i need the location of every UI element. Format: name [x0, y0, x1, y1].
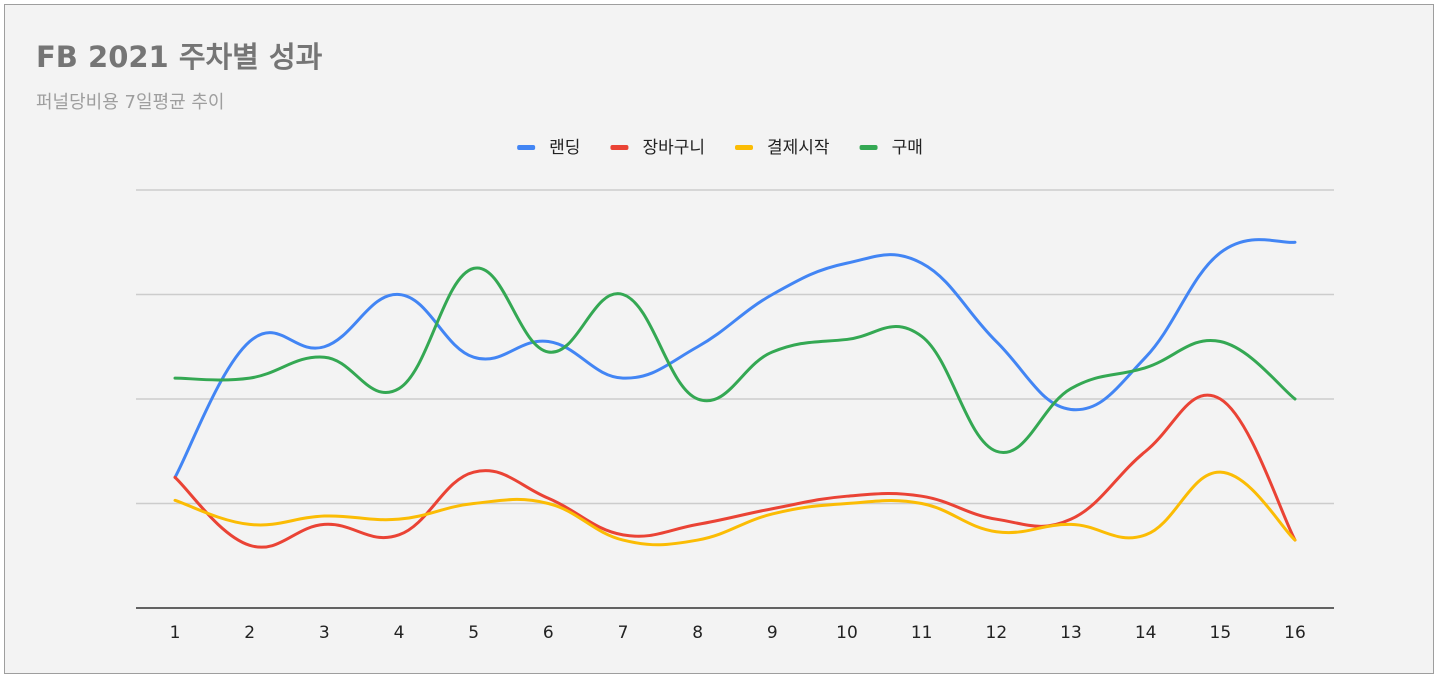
x-tick-label: 2: [244, 623, 255, 643]
x-tick-label: 10: [836, 623, 858, 643]
x-tick-label: 3: [319, 623, 330, 643]
legend-swatch: [610, 145, 629, 150]
legend-label: 랜딩: [549, 138, 580, 158]
x-tick-label: 5: [468, 623, 479, 643]
series-lines: [173, 238, 1297, 549]
x-tick-label: 7: [618, 623, 629, 643]
x-tick-label: 11: [911, 623, 933, 643]
x-tick-label: 4: [394, 623, 405, 643]
chart-frame: [4, 4, 1434, 674]
chart-title: FB 2021 주차별 성과: [36, 40, 323, 74]
x-tick-label: 15: [1210, 623, 1232, 643]
legend-label: 구매: [892, 138, 923, 158]
x-tick-label: 6: [543, 623, 554, 643]
series-line-3: [173, 470, 1297, 547]
x-tick-label: 8: [692, 623, 703, 643]
legend-label: 결제시작: [767, 138, 830, 158]
series-line-1: [173, 238, 1297, 479]
legend-swatch: [735, 145, 753, 150]
x-tick-label: 12: [986, 623, 1008, 643]
series-line-2: [173, 393, 1297, 549]
legend-swatch: [517, 145, 536, 150]
x-tick-labels: 1 2 3 4 5 6 7 8 9 10 11 12 13 14 15 16: [170, 623, 1306, 643]
chart-subtitle: 퍼널당비용 7일평균 추이: [36, 92, 225, 113]
x-tick-label: 16: [1284, 623, 1306, 643]
legend-swatch: [859, 145, 878, 150]
x-tick-label: 13: [1060, 623, 1082, 643]
x-tick-label: 1: [170, 623, 181, 643]
legend-label: 장바구니: [642, 138, 705, 158]
legend: 랜딩 장바구니 결제시작 구매: [517, 138, 923, 158]
series-line-4: [173, 266, 1297, 455]
x-tick-label: 9: [767, 623, 778, 643]
x-tick-label: 14: [1135, 623, 1157, 643]
gridlines: [136, 189, 1334, 505]
